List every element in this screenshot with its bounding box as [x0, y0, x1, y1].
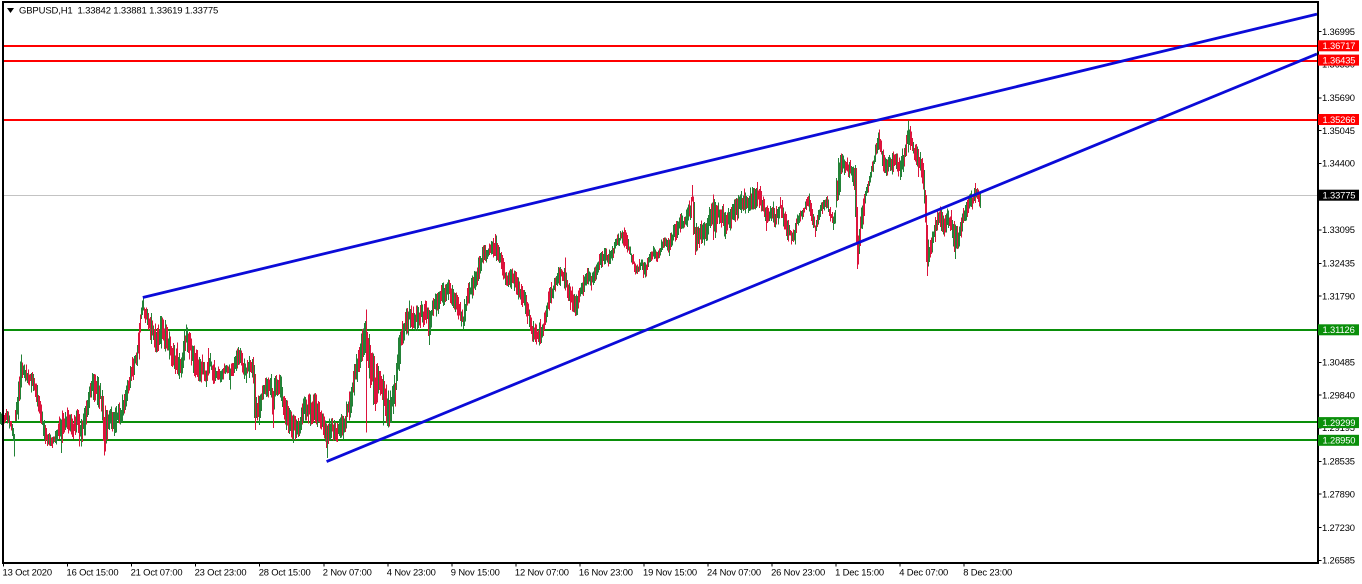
svg-text:28 Oct 15:00: 28 Oct 15:00	[259, 567, 311, 578]
svg-text:1.26585: 1.26585	[1322, 555, 1355, 566]
svg-text:16 Nov 23:00: 16 Nov 23:00	[579, 567, 633, 578]
svg-text:1.31790: 1.31790	[1322, 290, 1355, 301]
svg-text:26 Nov 23:00: 26 Nov 23:00	[771, 567, 825, 578]
svg-text:1.36717: 1.36717	[1323, 40, 1356, 51]
svg-text:1.36435: 1.36435	[1323, 55, 1356, 66]
svg-text:8 Dec 23:00: 8 Dec 23:00	[963, 567, 1012, 578]
svg-text:16 Oct 15:00: 16 Oct 15:00	[67, 567, 119, 578]
svg-text:21 Oct 07:00: 21 Oct 07:00	[131, 567, 183, 578]
svg-text:4 Nov 23:00: 4 Nov 23:00	[387, 567, 436, 578]
svg-text:1.36995: 1.36995	[1322, 26, 1355, 37]
svg-text:1.33775: 1.33775	[1323, 190, 1356, 201]
svg-text:24 Nov 07:00: 24 Nov 07:00	[707, 567, 761, 578]
svg-text:1.35690: 1.35690	[1322, 92, 1355, 103]
svg-text:13 Oct 2020: 13 Oct 2020	[3, 567, 52, 578]
svg-text:9 Nov 15:00: 9 Nov 15:00	[451, 567, 500, 578]
svg-text:1.33095: 1.33095	[1322, 224, 1355, 235]
svg-text:2 Nov 07:00: 2 Nov 07:00	[323, 567, 372, 578]
svg-text:23 Oct 23:00: 23 Oct 23:00	[195, 567, 247, 578]
svg-text:4 Dec 07:00: 4 Dec 07:00	[899, 567, 948, 578]
svg-text:1.32435: 1.32435	[1322, 258, 1355, 269]
svg-text:19 Nov 15:00: 19 Nov 15:00	[643, 567, 697, 578]
svg-text:1.27890: 1.27890	[1322, 488, 1355, 499]
svg-text:1.34400: 1.34400	[1322, 158, 1355, 169]
svg-text:1.30485: 1.30485	[1322, 357, 1355, 368]
svg-text:12 Nov 07:00: 12 Nov 07:00	[515, 567, 569, 578]
svg-text:1.27230: 1.27230	[1322, 522, 1355, 533]
svg-text:1.29299: 1.29299	[1323, 417, 1356, 428]
svg-text:1.35266: 1.35266	[1323, 114, 1356, 125]
svg-text:GBPUSD,H1 1.33842 1.33881 1.3: GBPUSD,H1 1.33842 1.33881 1.33619 1.3377…	[19, 6, 218, 17]
svg-text:1.28950: 1.28950	[1323, 435, 1356, 446]
svg-text:1.28535: 1.28535	[1322, 456, 1355, 467]
svg-text:1 Dec 15:00: 1 Dec 15:00	[835, 567, 884, 578]
svg-text:1.35045: 1.35045	[1322, 125, 1355, 136]
svg-text:1.31126: 1.31126	[1323, 324, 1355, 335]
svg-text:1.29840: 1.29840	[1322, 389, 1355, 400]
